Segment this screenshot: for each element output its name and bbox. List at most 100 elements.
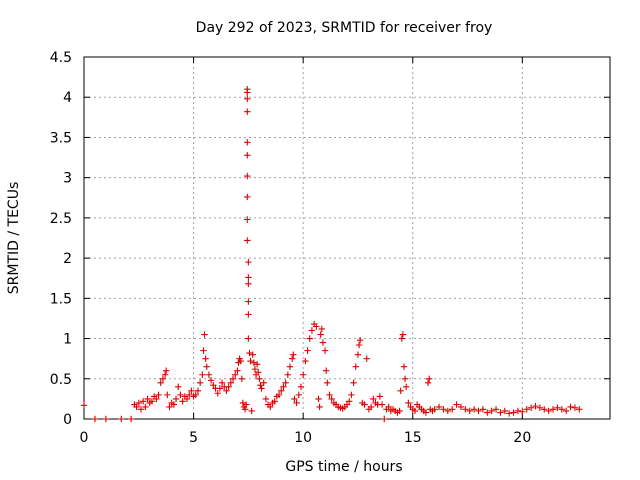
plot-frame <box>83 56 611 420</box>
data-point <box>576 406 583 413</box>
data-point <box>302 357 309 365</box>
data-point <box>370 395 377 403</box>
data-point <box>162 367 170 374</box>
data-point <box>244 237 251 244</box>
x-tick-label: 5 <box>189 430 198 446</box>
x-tick-label: 0 <box>80 430 89 446</box>
y-tick-label: 1 <box>63 332 72 348</box>
data-point <box>201 331 208 338</box>
data-point <box>251 365 259 373</box>
data-point <box>295 391 302 399</box>
data-point <box>541 406 548 413</box>
data-point <box>234 367 241 374</box>
data-point <box>510 409 517 416</box>
data-point <box>214 390 221 397</box>
data-point <box>424 379 432 386</box>
data-point <box>250 359 258 366</box>
data-point <box>175 383 182 391</box>
data-point <box>245 335 252 342</box>
data-point <box>536 404 544 411</box>
data-point <box>356 336 364 344</box>
data-point <box>326 391 333 399</box>
data-point <box>142 403 149 411</box>
data-point <box>177 391 184 399</box>
data-point <box>313 323 320 330</box>
data-point <box>363 355 370 362</box>
data-point <box>137 406 145 413</box>
data-point <box>223 387 230 395</box>
data-point <box>385 403 392 411</box>
data-point <box>245 311 252 318</box>
data-point <box>186 391 193 399</box>
y-tick-label: 2 <box>63 251 72 267</box>
data-point <box>519 408 526 415</box>
data-point <box>278 387 285 395</box>
data-point <box>284 371 292 378</box>
data-point <box>205 371 213 378</box>
data-point <box>497 409 504 416</box>
data-point <box>199 371 206 378</box>
data-point <box>293 399 300 407</box>
grid <box>84 57 610 419</box>
data-point <box>290 351 297 358</box>
data-point <box>545 407 552 415</box>
y-tick-label: 3 <box>63 171 72 187</box>
data-point <box>245 280 252 288</box>
y-axis-label: SRMTID / TECUs <box>6 182 22 295</box>
data-point <box>262 395 270 403</box>
data-point <box>155 391 162 399</box>
y-tick-label: 0 <box>63 412 72 428</box>
data-point <box>345 398 353 405</box>
data-point <box>166 403 173 411</box>
data-point <box>400 363 408 370</box>
data-point <box>196 379 204 386</box>
data-point <box>321 347 329 354</box>
y-tick-label: 4 <box>63 90 72 106</box>
data-point <box>297 383 305 391</box>
y-tick-label: 0.5 <box>50 372 72 388</box>
data-point <box>462 406 469 413</box>
data-point <box>239 399 247 407</box>
data-point <box>367 403 375 411</box>
data-point <box>435 403 443 411</box>
data-point <box>161 371 169 378</box>
data-point <box>244 172 251 180</box>
data-point <box>242 401 250 408</box>
data-point <box>289 355 296 362</box>
data-point <box>232 371 239 378</box>
data-point <box>244 139 251 146</box>
data-point <box>488 407 495 415</box>
data-point <box>457 403 465 411</box>
data-point <box>188 387 195 395</box>
data-point <box>164 391 171 399</box>
data-point <box>431 406 438 413</box>
data-point <box>246 349 253 357</box>
data-point <box>237 357 244 365</box>
data-point <box>425 375 433 382</box>
data-point <box>398 335 405 342</box>
data-point <box>286 363 294 370</box>
data-point <box>291 395 298 403</box>
data-point <box>133 403 140 411</box>
data-point <box>558 406 565 413</box>
data-point <box>267 403 274 411</box>
data-point <box>532 402 539 410</box>
data-point <box>381 415 388 423</box>
data-point <box>159 375 167 382</box>
data-point <box>192 391 199 399</box>
data-point <box>352 363 359 370</box>
data-point <box>245 258 252 266</box>
data-point <box>127 415 135 423</box>
data-point <box>527 404 535 411</box>
data-point <box>397 387 404 395</box>
data-point <box>299 371 307 378</box>
data-point <box>315 395 322 403</box>
data-point <box>229 375 237 382</box>
data-point <box>549 406 557 413</box>
x-tick-label: 20 <box>513 430 531 446</box>
data-point <box>396 407 403 415</box>
data-point <box>343 401 351 408</box>
data-point <box>355 341 363 349</box>
data-point <box>157 379 164 386</box>
data-point <box>479 406 487 413</box>
